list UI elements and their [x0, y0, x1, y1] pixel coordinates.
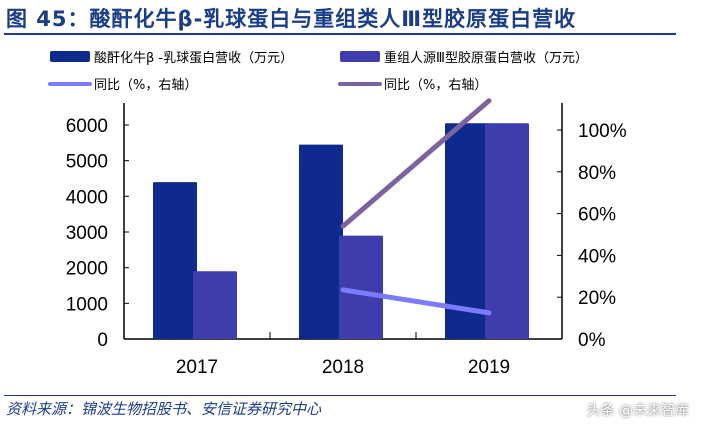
source-rule: [4, 395, 676, 396]
chart-title: 图 45：酸酐化牛β-乳球蛋白与重组类人Ⅲ型胶原蛋白营收: [6, 7, 577, 31]
left-tick-label: 2000: [66, 259, 108, 280]
left-tick-label: 4000: [66, 187, 108, 208]
title-rule: [4, 33, 676, 35]
watermark: 头条 @未来智库: [586, 403, 689, 419]
category-label: 2017: [176, 357, 218, 378]
right-tick-label: 20%: [578, 288, 616, 309]
legend-swatch-1: [50, 51, 90, 62]
right-tick-label: 100%: [578, 121, 627, 142]
legend-label-1: 酸酐化牛β -乳球蛋白营收（万元）: [94, 50, 293, 66]
bar-2018-2: [339, 235, 383, 339]
bar-2018-1: [299, 144, 343, 339]
category-label: 2019: [468, 357, 510, 378]
legend-label-2: 重组人源Ⅲ型胶原蛋白营收（万元）: [384, 50, 588, 66]
left-tick-label: 3000: [66, 223, 108, 244]
left-tick-label: 6000: [66, 116, 108, 137]
left-tick-label: 0: [97, 330, 108, 351]
legend-label-3: 同比（%，右轴）: [94, 78, 197, 93]
category-label: 2018: [322, 357, 364, 378]
bar-2017-2: [193, 271, 237, 339]
right-tick-label: 60%: [578, 205, 616, 226]
bar-2019-1: [445, 123, 489, 339]
source-note: 资料来源：锦波生物招股书、安信证券研究中心: [6, 400, 322, 418]
left-tick-label: 1000: [66, 294, 108, 315]
yoy-line-2: [340, 98, 492, 229]
left-tick-label: 5000: [66, 152, 108, 173]
yoy-line-1: [340, 287, 492, 316]
right-tick-label: 80%: [578, 163, 616, 184]
legend-swatch-2: [340, 51, 380, 62]
legend-label-4: 同比（%，右轴）: [384, 78, 487, 93]
bar-2017-1: [153, 182, 197, 339]
right-tick-label: 40%: [578, 246, 616, 267]
bar-2019-2: [485, 123, 529, 339]
right-tick-label: 0%: [578, 330, 606, 351]
